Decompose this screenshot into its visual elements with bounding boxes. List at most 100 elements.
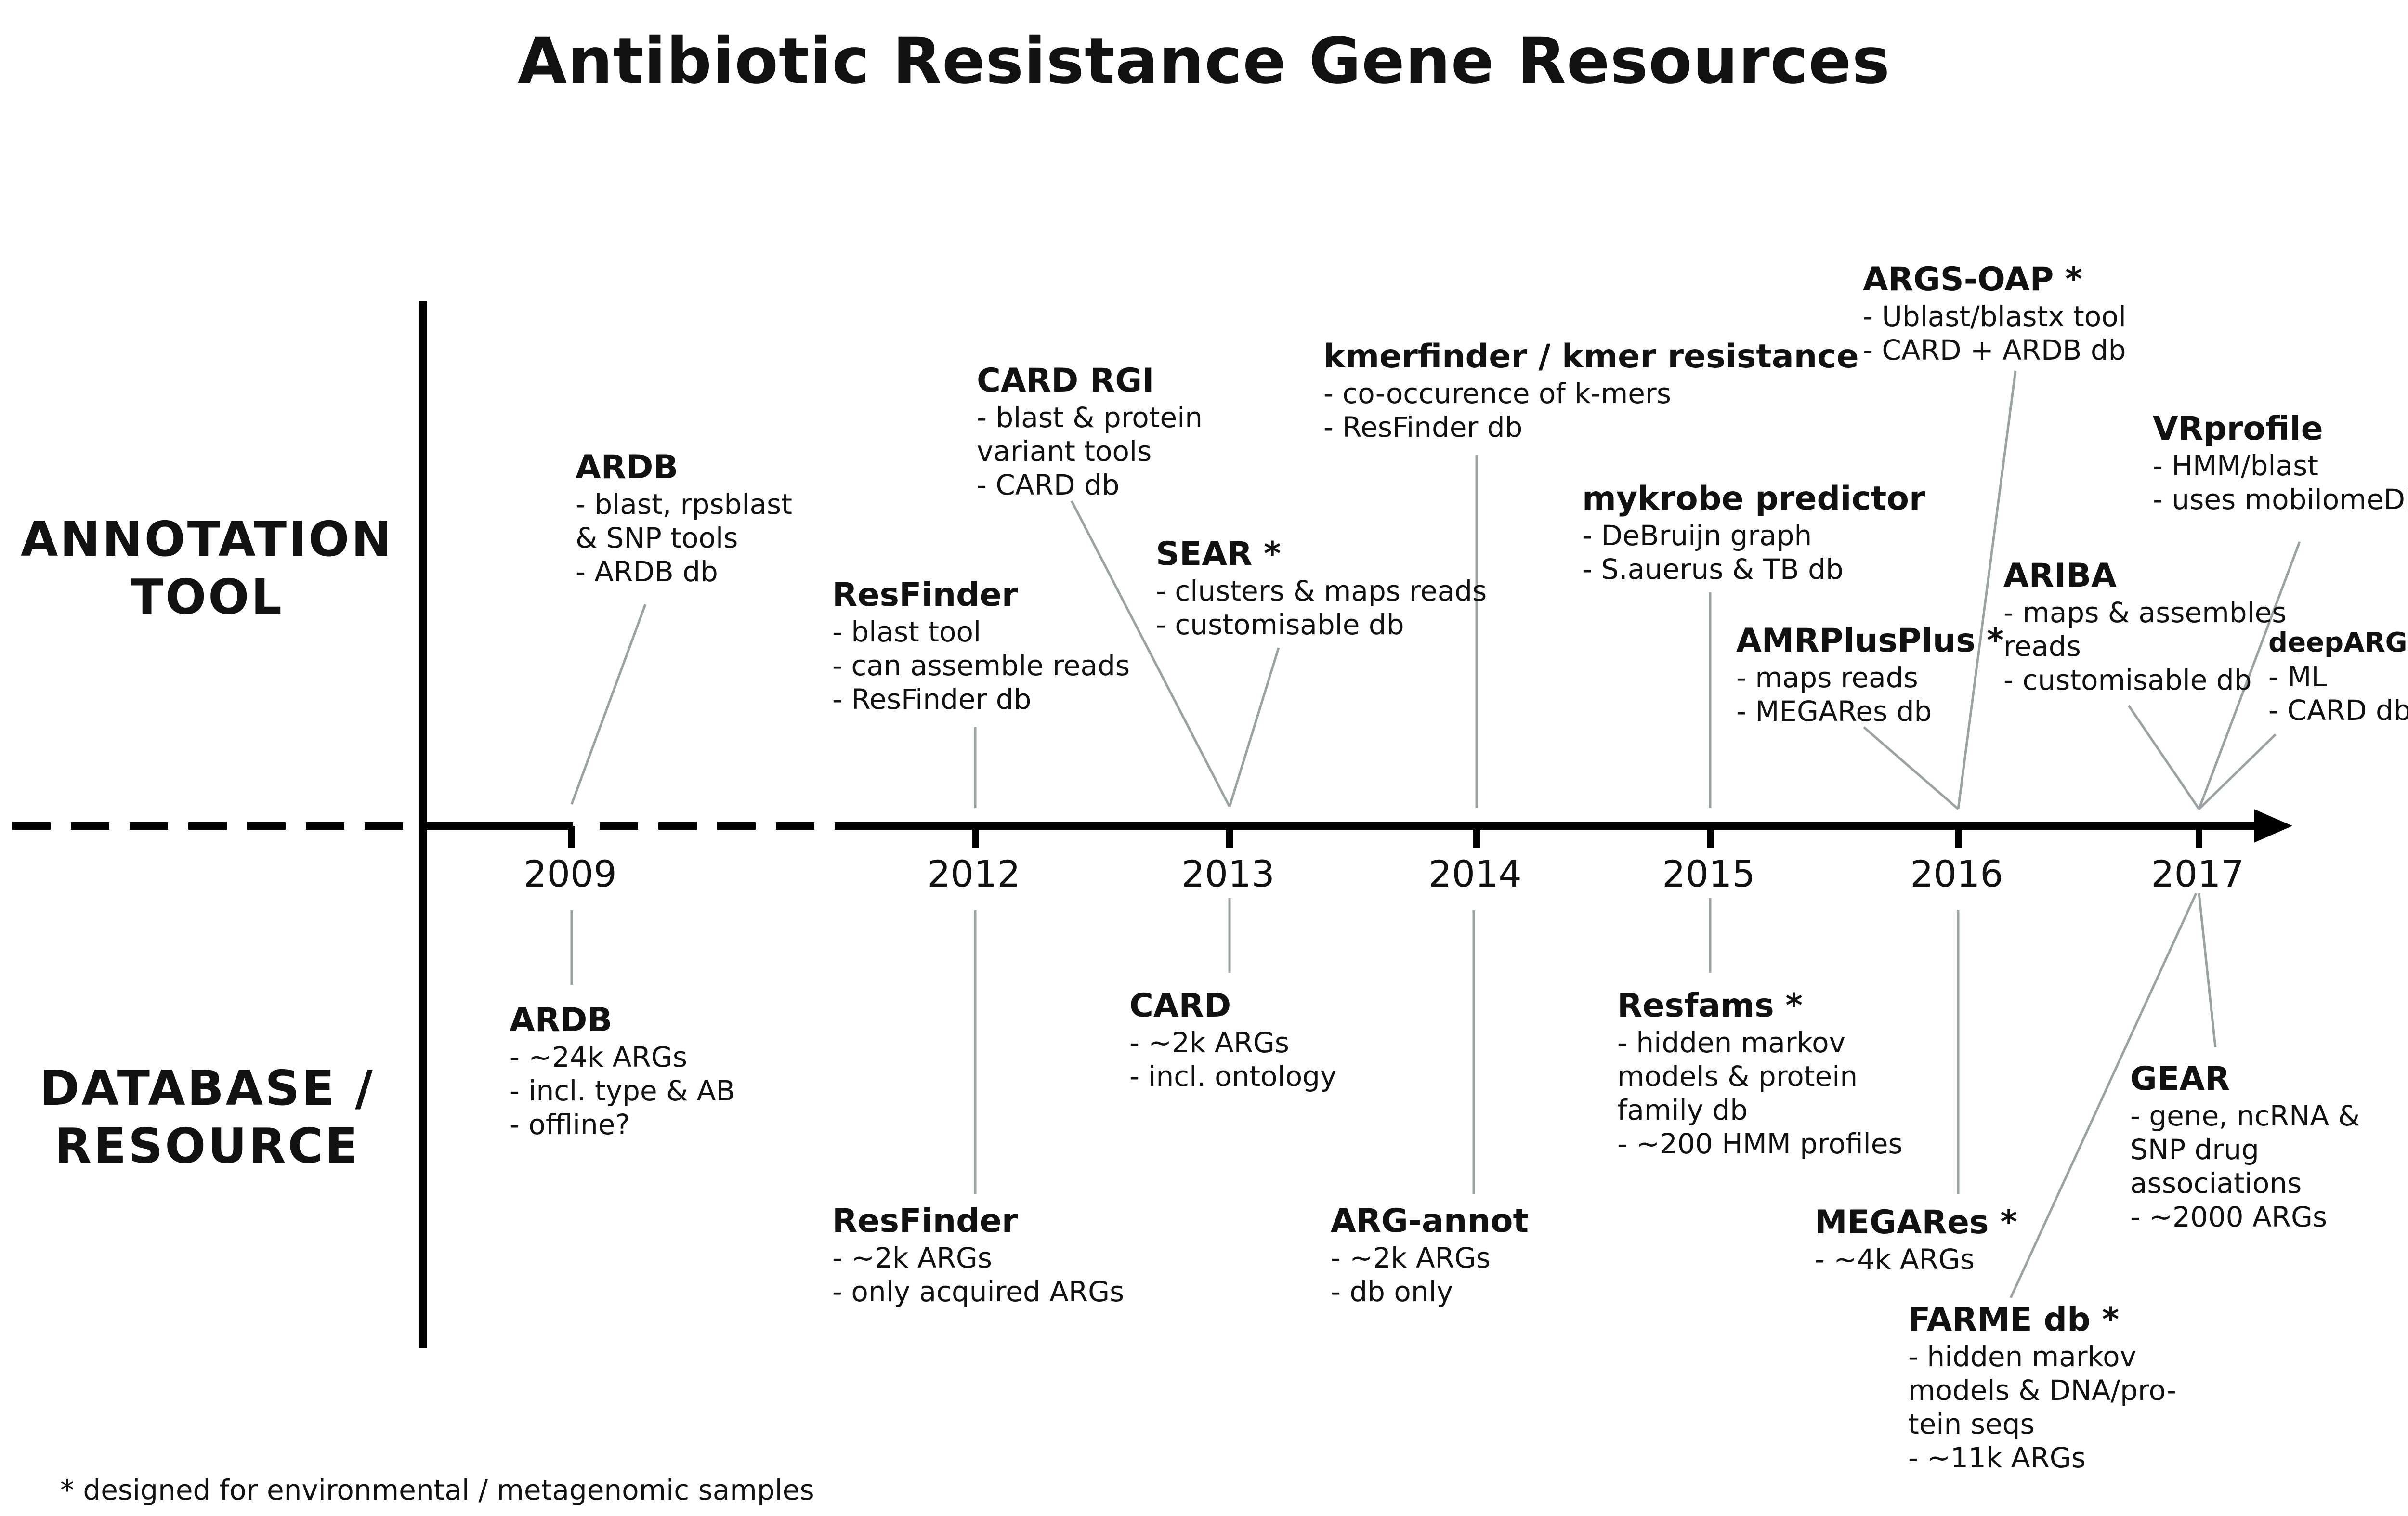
tool-name: AMRPlusPlus *: [1736, 622, 2004, 660]
tool-name: VRprofile: [2153, 410, 2323, 448]
tool-ariba: ARIBA - maps & assembles reads - customi…: [2003, 556, 2287, 697]
tool-args-oap: ARGS-OAP * - Ublast/blastx tool - CARD +…: [1863, 260, 2126, 367]
database-connectors: [570, 892, 2217, 1299]
year-ticks: [568, 826, 2202, 848]
tool-detail: - co-occurence of k-mers: [1323, 377, 1671, 410]
tool-detail: variant tools: [977, 435, 1152, 468]
tool-name: ARIBA: [2003, 557, 2117, 595]
footnote: * designed for environmental / metagenom…: [60, 1474, 814, 1506]
database-ardb: ARDB - ~24k ARGs - incl. type & AB - off…: [510, 1001, 735, 1141]
database-name: CARD: [1129, 987, 1231, 1025]
tool-detail: - ResFinder db: [832, 683, 1032, 716]
database-resfams: Resfams * - hidden markov models & prote…: [1617, 986, 1903, 1161]
tool-detail: - blast, rpsblast: [576, 488, 792, 521]
tool-detail: - CARD + ARDB db: [1863, 334, 2126, 366]
database-detail: - ~4k ARGs: [1815, 1243, 1975, 1276]
axis-arrow-head: [2254, 809, 2292, 843]
database-name: Resfams *: [1617, 987, 1803, 1025]
tool-detail: - customisable db: [1156, 608, 1404, 641]
database-detail: - db only: [1331, 1275, 1453, 1308]
database-name: ARDB: [510, 1001, 613, 1039]
connector-gear: [2198, 893, 2217, 1048]
database-name: ResFinder: [832, 1202, 1018, 1240]
tool-detail: - clusters & maps reads: [1156, 575, 1487, 607]
tool-detail: - CARD db: [977, 469, 1120, 501]
connector-ariba: [2127, 705, 2200, 810]
database-detail: models & DNA/pro-: [1908, 1374, 2177, 1407]
database-detail: - ~2k ARGs: [1331, 1242, 1491, 1274]
tool-detail: reads: [2003, 630, 2081, 663]
year-label-2009: 2009: [523, 852, 617, 895]
year-label-2016: 2016: [1910, 852, 2003, 895]
tool-card-rgi: CARD RGI - blast & protein variant tools…: [977, 361, 1203, 502]
database-detail: tein seqs: [1908, 1408, 2035, 1440]
tool-name: mykrobe predictor: [1582, 480, 1925, 518]
tool-name: ResFinder: [832, 576, 1018, 614]
tool-detail: - ML: [2268, 660, 2327, 693]
diagram-title: Antibiotic Resistance Gene Resources: [517, 24, 1891, 98]
database-detail: - ~2k ARGs: [832, 1242, 993, 1274]
database-resource-label: DATABASE / RESOURCE: [10, 1059, 405, 1175]
database-farme: FARME db * - hidden markov models & DNA/…: [1908, 1300, 2176, 1475]
tool-detail: - ResFinder db: [1323, 411, 1523, 444]
database-card: CARD - ~2k ARGs - incl. ontology: [1129, 986, 1336, 1093]
connector-vrprofile: [2198, 541, 2301, 810]
tool-detail: - blast & protein: [977, 401, 1203, 434]
database-detail: associations: [2130, 1167, 2302, 1200]
connector-amrplusplus: [1863, 726, 1959, 810]
tool-mykrobe: mykrobe predictor - DeBruijn graph - S.a…: [1582, 479, 1925, 586]
database-detail: - hidden markov: [1908, 1340, 2136, 1373]
tool-name: ARGS-OAP *: [1863, 261, 2082, 299]
database-megares: MEGARes * - ~4k ARGs: [1815, 1203, 2017, 1276]
tool-detail: - Ublast/blastx tool: [1863, 300, 2126, 333]
connector-card-rgi: [1070, 500, 1231, 808]
database-detail: family db: [1617, 1094, 1748, 1126]
tool-name: CARD RGI: [977, 362, 1154, 400]
database-detail: - ~2000 ARGs: [2130, 1201, 2328, 1233]
database-name: FARME db *: [1908, 1301, 2120, 1339]
database-label-line-2: RESOURCE: [54, 1118, 360, 1174]
database-detail: - incl. ontology: [1129, 1060, 1337, 1093]
database-detail: - ~200 HMM profiles: [1617, 1127, 1903, 1160]
tool-name: SEAR *: [1156, 535, 1281, 573]
tool-detail: - CARD db: [2268, 694, 2408, 727]
database-detail: - hidden markov: [1617, 1026, 1845, 1059]
database-detail: - only acquired ARGs: [832, 1275, 1125, 1308]
database-detail: models & protein: [1617, 1060, 1858, 1093]
database-detail: - ~24k ARGs: [510, 1041, 687, 1073]
database-name: ARG-annot: [1331, 1202, 1529, 1240]
tool-detail: - customisable db: [2003, 664, 2252, 696]
connector-ardb-tool: [570, 604, 647, 805]
database-gear: GEAR - gene, ncRNA & SNP drug associatio…: [2130, 1059, 2360, 1234]
tool-detail: - S.auerus & TB db: [1582, 553, 1844, 586]
connector-deeparg: [2198, 733, 2277, 810]
annotation-tool-label: ANNOTATION TOOL: [10, 510, 405, 626]
database-name: GEAR: [2130, 1060, 2230, 1098]
year-label-2013: 2013: [1181, 852, 1275, 895]
year-label-2017: 2017: [2151, 852, 2244, 895]
database-detail: - ~2k ARGs: [1129, 1026, 1290, 1059]
annotation-label-line-2: TOOL: [131, 569, 284, 625]
database-arg-annot: ARG-annot - ~2k ARGs - db only: [1331, 1202, 1529, 1308]
year-label-2012: 2012: [927, 852, 1021, 895]
tool-kmerfinder: kmerfinder / kmer resistance - co-occure…: [1323, 337, 1859, 444]
tool-detail: - blast tool: [832, 615, 982, 648]
database-detail: - gene, ncRNA &: [2130, 1099, 2360, 1132]
tool-vrprofile: VRprofile - HMM/blast - uses mobilomeDB: [2153, 409, 2408, 516]
database-resfinder: ResFinder - ~2k ARGs - only acquired ARG…: [832, 1202, 1124, 1308]
tool-detail: - maps & assembles: [2003, 596, 2287, 629]
tool-sear: SEAR * - clusters & maps reads - customi…: [1156, 535, 1487, 641]
tool-name: ARDB: [576, 448, 679, 486]
database-detail: - ~11k ARGs: [1908, 1441, 2086, 1474]
connector-sear: [1228, 647, 1280, 807]
year-label-2015: 2015: [1662, 852, 1755, 895]
tool-amrplusplus: AMRPlusPlus * - maps reads - MEGARes db: [1736, 621, 2004, 728]
annotation-label-line-1: ANNOTATION: [21, 511, 393, 567]
tool-detail: & SNP tools: [576, 522, 738, 554]
tool-detail: - maps reads: [1736, 661, 1918, 694]
tool-detail: - uses mobilomeDB: [2153, 483, 2408, 516]
connector-farme: [2009, 892, 2198, 1299]
tool-name: deepARG: [2268, 627, 2408, 658]
tool-detail: - MEGARes db: [1736, 695, 1932, 728]
